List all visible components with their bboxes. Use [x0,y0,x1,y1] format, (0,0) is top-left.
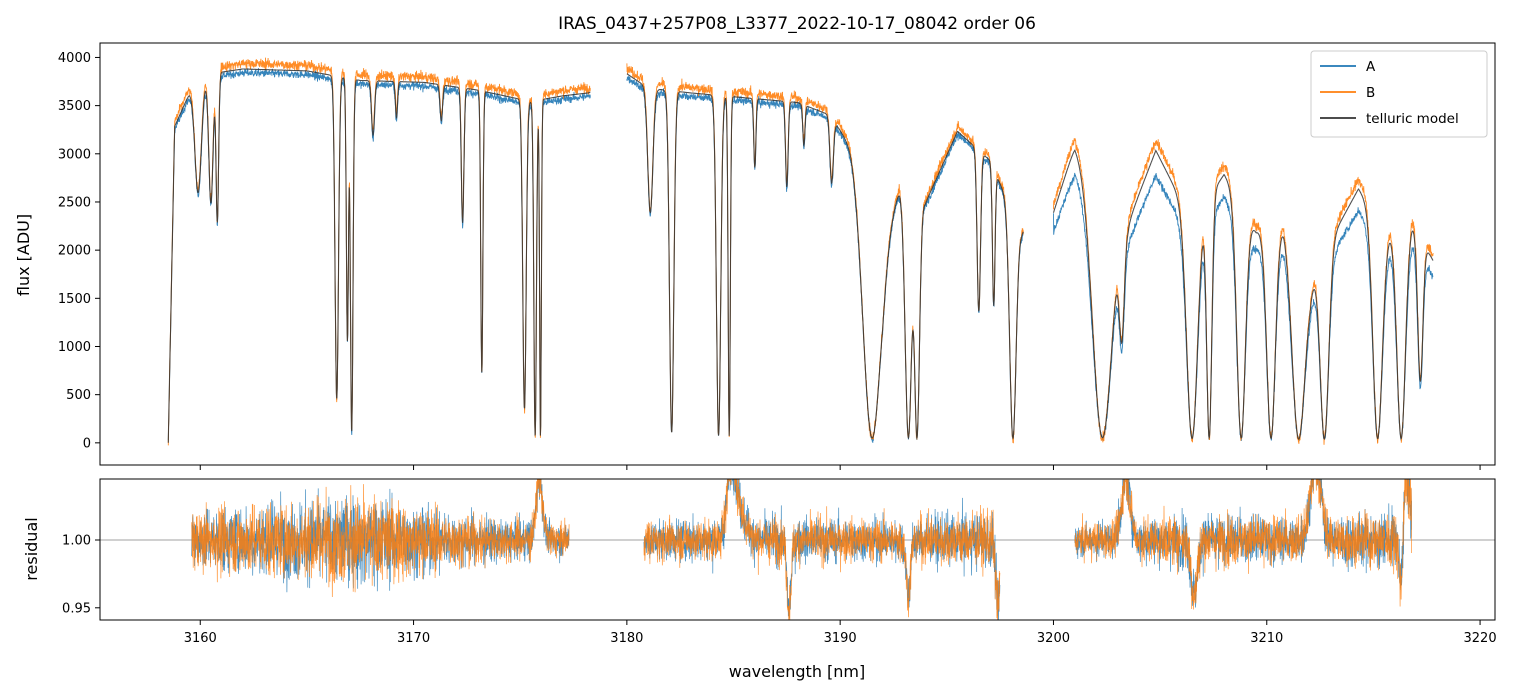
residual-x-tick-label: 3200 [1037,631,1070,646]
flux-series-b [626,63,1024,444]
flux-y-tick-label: 3000 [58,147,91,162]
residual-series-b [191,479,570,598]
flux-series-a [626,75,1024,443]
flux-y-axis-label: flux [ADU] [14,214,33,296]
residual-x-tick-label: 3220 [1464,631,1497,646]
residual-x-tick-label: 3190 [824,631,857,646]
legend: A B telluric model [1310,50,1488,138]
legend-label-b: B [1366,85,1375,101]
x-axis-label: wavelength [nm] [729,662,866,681]
residual-y-axis-label: residual [22,517,41,580]
flux-y-tick-label: 2500 [58,195,91,210]
residual-panel-frame [99,478,1496,621]
flux-series-b [167,57,591,446]
residual-x-tick-label: 3210 [1250,631,1283,646]
flux-panel: 0 500 1000 1500 2000 2500 3000 3500 4000 flux [A… [14,42,1496,470]
legend-box [1310,50,1488,138]
flux-y-tick-label: 500 [66,388,91,403]
flux-y-tick-label: 3500 [58,99,91,114]
residual-x-tick-label: 3170 [397,631,430,646]
legend-label-a: A [1366,59,1376,75]
residual-x-tick-label: 3160 [184,631,217,646]
flux-y-tick-label: 2000 [58,244,91,259]
residual-y-tick-label: 1.00 [62,534,91,549]
flux-series-telluric-model [1052,149,1434,440]
flux-y-tick-label: 1000 [58,340,91,355]
residual-series-b [1074,479,1412,610]
flux-series-telluric-model [626,73,1024,440]
flux-y-tick-label: 4000 [58,51,91,66]
residual-y-tick-label: 0.95 [62,601,91,616]
legend-label-telluric-model: telluric model [1366,111,1459,127]
flux-y-tick-label: 0 [83,436,91,451]
flux-panel-frame [99,42,1496,466]
residual-x-tick-label: 3180 [610,631,643,646]
chart-title: IRAS_0437+257P08_L3377_2022-10-17_08042 … [558,14,1036,34]
residual-panel: 0.95 1.00 3160 3170 3180 3190 3200 3210 3220 re… [22,478,1497,681]
flux-series-telluric-model [167,68,591,443]
flux-y-tick-label: 1500 [58,292,91,307]
residual-series-b [643,479,1001,620]
